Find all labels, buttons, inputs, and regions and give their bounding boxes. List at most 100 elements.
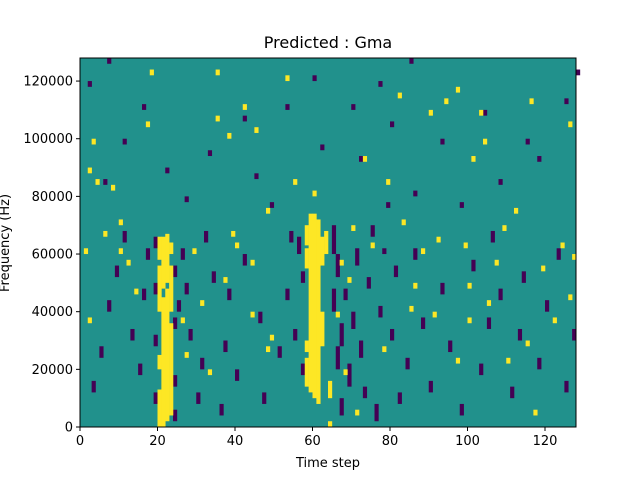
x-tick-label: 120 [533,434,558,449]
heatmap-cell-low [107,300,112,312]
heatmap-cell-high [169,265,174,312]
heatmap-cell-low [122,230,127,243]
heatmap-cell-low [142,104,147,110]
heatmap-cell-high [308,213,313,393]
heatmap-cell-low [498,179,503,185]
heatmap-cell-high [428,109,433,116]
heatmap-cell-low [103,179,108,185]
heatmap-cell-low [347,363,352,387]
heatmap-cell-low [339,323,344,347]
heatmap-cell-high [324,230,329,255]
heatmap-cell-low [459,403,464,416]
heatmap-cell-high [111,184,116,191]
heatmap-cell-low [320,144,325,151]
heatmap-cell-high [285,75,290,82]
heatmap-cell-high [568,294,573,301]
heatmap-cell-high [134,288,139,295]
heatmap-cell-high [328,421,333,427]
heatmap-cell-high [269,334,275,341]
heatmap-cell-low [409,58,414,64]
heatmap-cell-low [564,380,569,393]
heatmap-cell-high [145,121,151,128]
heatmap-cell-low [153,236,158,249]
heatmap-cell-high [149,69,154,76]
heatmap-cell-low [196,392,201,404]
heatmap-cell-high [355,409,360,416]
heatmap-cell-low [114,265,120,278]
heatmap-cell-high [192,248,197,255]
heatmap-cell-high [401,219,406,226]
heatmap-cell-low [138,363,143,376]
heatmap-cell-high [215,69,220,76]
heatmap-cells [80,58,581,427]
heatmap-cell-low [107,58,112,64]
heatmap-cell-low [351,104,356,110]
heatmap-cell-high [541,265,546,272]
heatmap-cell-low [483,109,488,116]
heatmap-cell-low [564,98,569,105]
heatmap-cell-high [157,265,162,312]
heatmap-cell-low [223,340,228,353]
heatmap-cell-high [161,236,166,289]
heatmap-cell-low [382,248,387,255]
heatmap-cell-high [184,352,189,358]
heatmap-cell-low [300,271,306,283]
heatmap-cell-high [552,317,557,324]
heatmap-cell-low [428,380,433,393]
heatmap-cell-high [304,225,309,246]
heatmap-cell-low [448,340,453,353]
heatmap-cell-high [312,213,317,399]
y-tick-label: 100000 [23,132,73,147]
x-tick-label: 80 [382,434,399,449]
heatmap-cell-low [378,81,383,87]
heatmap-cell-high [304,357,309,387]
heatmap-cell-high [436,236,441,243]
heatmap-cell-low [486,317,492,329]
heatmap-cell-low [173,409,178,422]
heatmap-cell-low [184,282,189,295]
heatmap-cell-low [362,386,368,399]
heatmap-cell-low [545,300,550,312]
heatmap-cell-high [157,354,162,370]
heatmap-cell-low [312,75,317,82]
heatmap-cell-low [254,173,259,180]
heatmap-cell-low [142,288,147,301]
x-tick-label: 0 [76,434,84,449]
heatmap-cell-high [529,98,534,105]
heatmap-cell-high [118,219,123,226]
heatmap-cell-low [335,254,340,278]
heatmap-cell-high [161,297,166,427]
heatmap-cell-low [517,328,523,341]
heatmap-cell-high [223,277,228,283]
heatmap-cell-high [320,311,325,347]
heatmap-cell-high [467,317,472,324]
heatmap-cell-low [153,282,158,295]
heatmap-cell-high [343,369,348,376]
heatmap-cell-low [421,317,426,329]
heatmap-cell-low [335,346,340,370]
heatmap-cell-high [103,230,108,237]
heatmap-cell-low [180,248,185,260]
heatmap-cell-high [320,236,325,266]
heatmap-cell-high [266,207,271,214]
heatmap-cell-high [250,259,255,266]
heatmap-cell-high [483,138,488,145]
heatmap-cell-high [180,317,185,324]
heatmap-cell-low [386,202,391,208]
heatmap-cell-low [413,248,418,260]
heatmap-cell-high [494,259,499,266]
heatmap-cell-low [219,403,224,416]
heatmap-cell-high [200,300,205,306]
heatmap-cell-low [99,346,104,358]
heatmap-cell-high [91,138,96,145]
heatmap-cell-high [486,300,492,306]
heatmap-cell-low [173,265,178,278]
heatmap-cell-low [359,340,364,358]
heatmap-cell-high [506,357,511,364]
heatmap-cell-low [510,386,515,399]
y-tick-label: 120000 [23,75,73,90]
y-tick-label: 60000 [32,248,73,263]
heatmap-cell-low [405,357,410,370]
heatmap-cell-high [409,305,414,312]
y-axis-label: Frequency (Hz) [0,194,13,292]
